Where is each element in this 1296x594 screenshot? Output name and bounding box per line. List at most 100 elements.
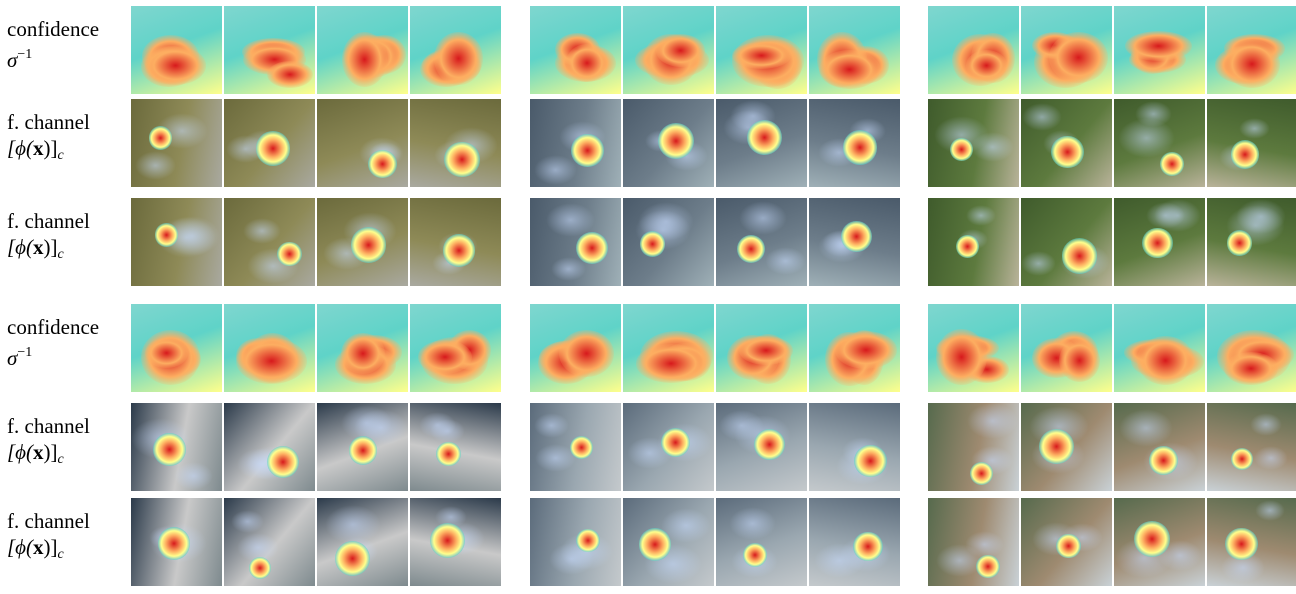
hotspot <box>575 231 609 265</box>
hotspot <box>1225 527 1258 561</box>
heat-blob <box>341 31 388 88</box>
heatmap-tile-bus <box>1114 498 1205 586</box>
haze-patch <box>728 506 776 540</box>
heatmap-tile-motorbike <box>716 99 807 187</box>
heat-blob <box>739 335 793 365</box>
heatmap-tile-potted-plant <box>1021 6 1112 94</box>
heat-blob <box>936 329 987 385</box>
heat-blob <box>731 42 792 69</box>
haze-patch <box>173 462 214 491</box>
heat-blob <box>819 49 880 89</box>
heat-blob <box>145 46 206 85</box>
haze-patch <box>418 412 457 439</box>
hotspot <box>638 528 672 562</box>
hotspot <box>430 523 466 559</box>
hotspot <box>442 234 476 267</box>
heatmap-tile-motorbike <box>716 6 807 94</box>
heatmap-tile-bicycle <box>224 6 315 94</box>
row-label-confidence: confidence σ−1 <box>7 16 137 73</box>
row-label-name: f. channel <box>7 414 90 438</box>
heatmap-tile-motorbike <box>530 6 621 94</box>
haze-patch <box>551 257 586 282</box>
heat-blob <box>1224 351 1278 386</box>
row-label-confidence: confidence σ−1 <box>7 314 137 371</box>
heatmap-tile-motorbike <box>623 99 714 187</box>
heatmap-tile-bicycle <box>131 6 222 94</box>
haze-patch <box>533 413 570 438</box>
hotspot <box>1134 521 1171 558</box>
heatmap-tile-car <box>809 304 900 392</box>
haze-patch <box>1253 445 1288 470</box>
heat-blob <box>635 344 707 383</box>
heatmap-tile-bicycle <box>131 99 222 187</box>
hotspot <box>736 234 766 264</box>
row-label-symbol: [ϕ(x)]c <box>7 136 64 163</box>
heatmap-tile-car <box>716 403 807 491</box>
haze-patch <box>535 444 576 473</box>
heat-blob <box>236 337 308 384</box>
heatmap-tile-bicycle <box>410 99 501 187</box>
heatmap-tile-potted-plant <box>1114 99 1205 187</box>
heatmap-tile-bicycle <box>224 99 315 187</box>
heatmap-tile-motorbike <box>530 198 621 286</box>
hotspot <box>1230 448 1253 471</box>
heat-blob <box>341 332 386 374</box>
heatmap-tile-potted-plant <box>1021 99 1112 187</box>
hotspot <box>334 540 371 577</box>
hotspot <box>436 441 461 467</box>
heat-blob <box>1224 40 1280 89</box>
row-label-name: f. channel <box>7 509 90 533</box>
haze-patch <box>1118 408 1173 447</box>
haze-patch <box>242 217 281 245</box>
hotspot <box>1149 446 1178 475</box>
hotspot <box>1039 428 1074 464</box>
heat-blob <box>266 60 313 89</box>
hotspot <box>571 134 604 167</box>
heatmap-tile-car <box>530 403 621 491</box>
hotspot <box>576 528 600 553</box>
hotspot <box>157 526 191 560</box>
heat-blob <box>965 50 1007 81</box>
heatmap-tile-car <box>809 403 900 491</box>
heatmap-tile-bus <box>928 304 1019 392</box>
haze-patch <box>1249 413 1283 437</box>
heatmap-tile-car <box>623 498 714 586</box>
hotspot <box>350 227 387 263</box>
heatmap-tile-bus <box>1021 498 1112 586</box>
hotspot <box>640 231 666 257</box>
heatmap-tile-potted-plant <box>1207 99 1296 187</box>
hotspot <box>277 242 302 267</box>
hotspot <box>842 130 878 165</box>
heatmap-tile-car <box>623 403 714 491</box>
heatmap-tile-bus <box>1114 403 1205 491</box>
heatmap-tile-monitor <box>410 304 501 392</box>
hotspot <box>841 220 873 253</box>
heatmap-tile-bicycle <box>317 6 408 94</box>
hotspot <box>1061 238 1098 275</box>
heatmap-tile-potted-plant <box>928 6 1019 94</box>
heatmap-tile-motorbike <box>716 198 807 286</box>
haze-patch <box>966 403 1019 440</box>
heatmap-tile-potted-plant <box>1207 6 1296 94</box>
heatmap-tile-motorbike <box>809 198 900 286</box>
haze-patch <box>1239 117 1271 140</box>
heatmap-tile-monitor <box>317 498 408 586</box>
hotspot <box>661 427 691 457</box>
heatmap-tile-monitor <box>224 304 315 392</box>
heatmap-tile-monitor <box>224 403 315 491</box>
hotspot <box>368 149 397 179</box>
heatmap-tile-monitor <box>410 498 501 586</box>
heatmap-tile-bicycle <box>317 198 408 286</box>
row-label-channel: f. channel [ϕ(x)]c <box>7 508 137 568</box>
heatmap-tile-bus <box>1021 304 1112 392</box>
heatmap-tile-car <box>716 304 807 392</box>
heatmap-tile-motorbike <box>809 99 900 187</box>
hotspot <box>570 436 594 460</box>
haze-patch <box>1235 198 1287 235</box>
heat-blob <box>559 329 615 377</box>
heat-blob <box>1058 339 1100 383</box>
hotspot <box>753 429 785 461</box>
heatmap-tile-bus <box>1207 498 1296 586</box>
hotspot <box>970 461 994 486</box>
heatmap-tile-car <box>530 304 621 392</box>
